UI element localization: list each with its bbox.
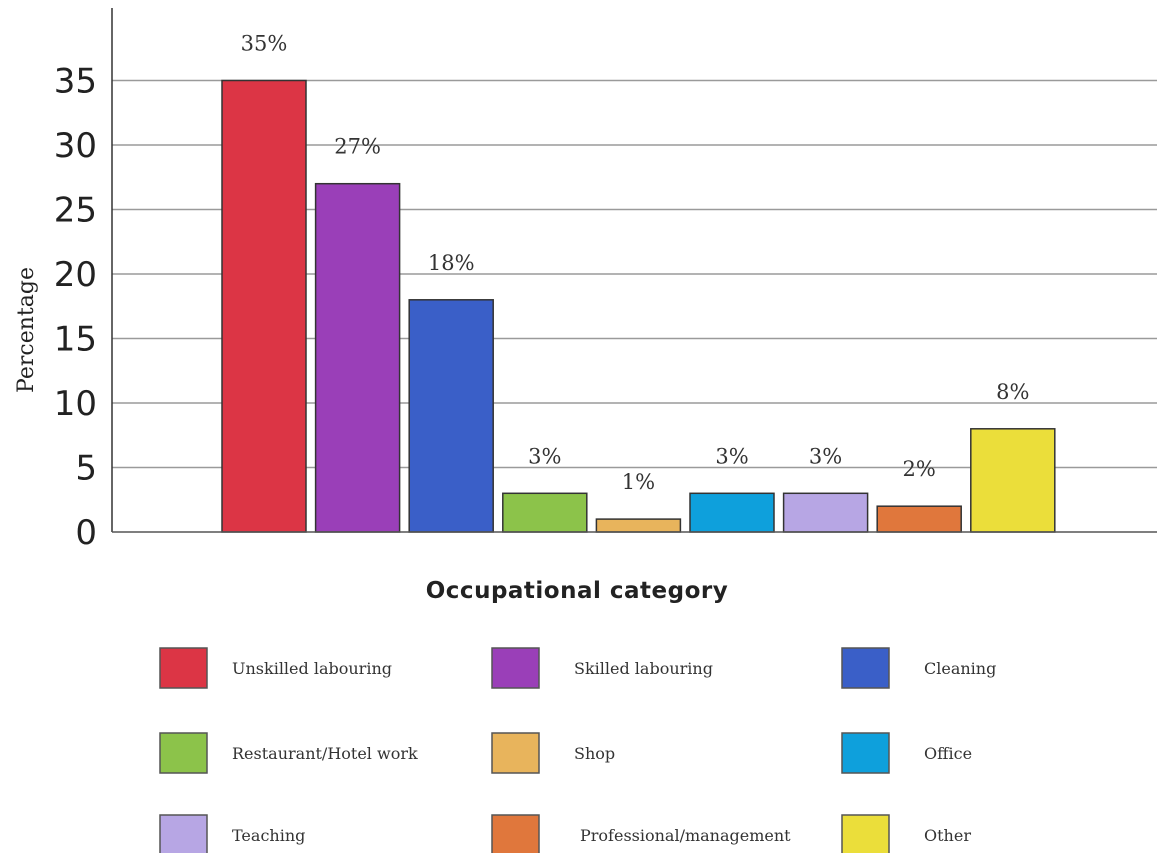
legend-item-unskilled-labouring: Unskilled labouring (159, 647, 392, 689)
legend-label-teaching: Teaching (232, 826, 305, 845)
legend-swatch-professional-management (491, 814, 540, 853)
legend-item-restaurant-hotel-work: Restaurant/Hotel work (159, 732, 418, 774)
y-tick-label-0: 0 (75, 513, 97, 553)
legend-label-restaurant-hotel-work: Restaurant/Hotel work (232, 744, 418, 763)
legend-label-office: Office (924, 744, 972, 763)
legend-swatch-cleaning (841, 647, 890, 689)
y-tick-labels: 0 5 10 15 20 25 30 35 (54, 62, 97, 554)
bar-professional-management (876, 505, 962, 533)
legend-label-unskilled-labouring: Unskilled labouring (232, 659, 392, 678)
y-tick-label-5: 5 (75, 449, 97, 489)
legend-item-professional-management: Professional/management (491, 814, 791, 853)
data-label-other: 8% (996, 380, 1029, 404)
bar-teaching (782, 492, 869, 533)
legend-item-skilled-labouring: Skilled labouring (491, 647, 713, 689)
legend-item-office: Office (841, 732, 972, 774)
legend-swatch-skilled-labouring (491, 647, 540, 689)
data-label-unskilled-labouring: 35% (241, 32, 288, 56)
y-tick-label-15: 15 (54, 320, 97, 360)
bar-restaurant-hotel-work (502, 492, 588, 533)
y-axis-title: Percentage (14, 267, 39, 393)
legend-swatch-other (841, 814, 890, 853)
data-label-shop: 1% (622, 470, 655, 494)
x-axis-title: Occupational category (426, 578, 729, 604)
bar-cleaning (408, 299, 494, 533)
y-tick-label-30: 30 (54, 126, 97, 166)
data-label-cleaning: 18% (428, 251, 475, 275)
y-tick-label-10: 10 (54, 384, 97, 424)
y-tick-label-20: 20 (54, 255, 97, 295)
legend-swatch-teaching (159, 814, 208, 853)
bar-unskilled-labouring (221, 79, 307, 533)
data-label-skilled-labouring: 27% (334, 135, 381, 159)
y-tick-label-25: 25 (54, 191, 97, 231)
data-label-professional-management: 2% (903, 457, 936, 481)
legend-swatch-unskilled-labouring (159, 647, 208, 689)
legend-item-cleaning: Cleaning (841, 647, 996, 689)
legend-item-teaching: Teaching (159, 814, 305, 853)
legend-label-other: Other (924, 826, 971, 845)
legend-swatch-restaurant-hotel-work (159, 732, 208, 774)
bars (221, 79, 1056, 533)
legend-swatch-shop (491, 732, 540, 774)
legend-label-skilled-labouring: Skilled labouring (574, 659, 713, 678)
legend-item-shop: Shop (491, 732, 615, 774)
legend-swatch-office (841, 732, 890, 774)
bar-office (689, 492, 775, 533)
data-label-teaching: 3% (809, 444, 842, 468)
data-label-office: 3% (715, 444, 748, 468)
legend-label-professional-management: Professional/management (580, 826, 791, 845)
legend-label-shop: Shop (574, 744, 615, 763)
data-labels: 35% 27% 18% 3% 1% 3% 3% 2% 8% (241, 32, 1030, 495)
bar-other (970, 428, 1056, 533)
legend: Unskilled labouring Skilled labouring Clea… (159, 647, 996, 853)
bar-skilled-labouring (314, 182, 401, 533)
data-label-restaurant-hotel-work: 3% (528, 444, 561, 468)
y-tick-label-35: 35 (54, 62, 97, 102)
legend-label-cleaning: Cleaning (924, 659, 996, 678)
legend-item-other: Other (841, 814, 971, 853)
bar-shop (595, 518, 682, 533)
